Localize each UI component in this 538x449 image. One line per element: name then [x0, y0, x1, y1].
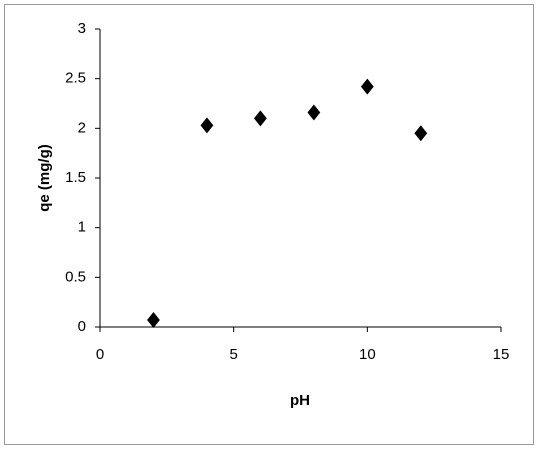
x-tick-label: 5: [229, 346, 237, 363]
x-tick-label: 15: [493, 346, 510, 363]
chart-frame: [4, 4, 534, 445]
marker: [254, 110, 267, 127]
marker: [307, 104, 321, 121]
x-tick-label: 0: [96, 346, 104, 363]
y-tick-label: 0: [78, 318, 86, 335]
y-tick-label: 1.5: [65, 169, 86, 186]
marker: [200, 117, 214, 134]
marker: [147, 312, 160, 329]
y-tick-label: 2: [78, 119, 86, 136]
x-tick-label: 10: [359, 346, 376, 363]
marker: [360, 78, 374, 95]
y-tick-label: 0.5: [65, 268, 86, 285]
y-axis-title: qe (mg/g): [36, 144, 53, 212]
y-tick-label: 2.5: [65, 70, 86, 87]
x-axis-title: pH: [290, 392, 310, 409]
y-tick-label: 1: [78, 219, 86, 236]
y-tick-label: 3: [78, 20, 86, 37]
marker: [414, 125, 428, 142]
